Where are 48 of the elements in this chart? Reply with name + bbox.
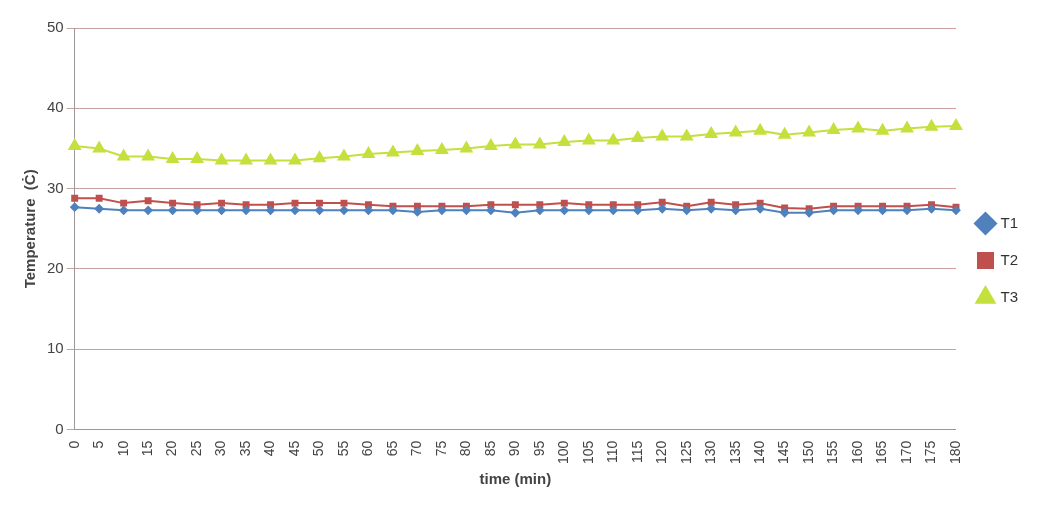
x-tick-label: 0 [65, 440, 82, 449]
x-tick-label: 55 [334, 440, 351, 457]
x-tick-label: 165 [873, 440, 890, 464]
x-tick-label: 115 [628, 440, 645, 463]
x-tick-label: 70 [408, 440, 425, 457]
x-tick-label: 135 [726, 440, 743, 464]
x-tick-label: 80 [457, 440, 474, 457]
x-tick-label: 20 [163, 440, 180, 457]
x-tick-label: 95 [530, 440, 547, 457]
x-tick-label: 100 [555, 440, 572, 464]
x-tick-label: 110 [604, 440, 621, 463]
x-tick-label: 75 [432, 440, 449, 457]
y-tick-label: 50 [47, 18, 64, 36]
y-tick-label: 30 [47, 178, 64, 196]
legend-label: T1 [1000, 213, 1019, 231]
x-tick-label: 85 [481, 440, 498, 457]
x-tick-label: 90 [506, 440, 523, 457]
x-tick-label: 35 [236, 440, 253, 457]
x-tick-label: 145 [775, 440, 792, 464]
x-tick-label: 125 [677, 440, 694, 464]
x-tick-label: 15 [138, 440, 155, 457]
x-tick-label: 170 [897, 440, 914, 464]
x-tick-label: 65 [383, 440, 400, 457]
x-tick-label: 155 [824, 440, 841, 464]
legend-label: T3 [1000, 287, 1019, 305]
x-tick-label: 25 [187, 440, 204, 457]
x-tick-label: 175 [922, 440, 939, 464]
x-tick-label: 105 [579, 440, 596, 464]
y-tick-label: 40 [47, 98, 64, 116]
x-tick-label: 40 [261, 440, 278, 457]
x-tick-label: 45 [285, 440, 302, 457]
x-axis-title: time (min) [479, 470, 552, 488]
x-tick-label: 5 [90, 440, 107, 449]
x-tick-label: 140 [751, 440, 768, 464]
x-tick-label: 150 [799, 440, 816, 464]
x-tick-label: 30 [212, 440, 229, 457]
y-tick-label: 20 [47, 259, 64, 277]
x-tick-label: 160 [848, 440, 865, 464]
y-tick-label: 10 [47, 339, 64, 357]
legend-label: T2 [1000, 250, 1019, 268]
x-tick-label: 50 [310, 440, 327, 457]
x-tick-label: 10 [114, 440, 131, 457]
x-tick-label: 120 [653, 440, 670, 464]
y-tick-label: 0 [55, 419, 64, 437]
y-axis-title: Temperature (Ċ) [21, 169, 39, 289]
x-tick-label: 130 [702, 440, 719, 464]
x-tick-label: 180 [946, 440, 963, 464]
x-tick-label: 60 [359, 440, 376, 457]
